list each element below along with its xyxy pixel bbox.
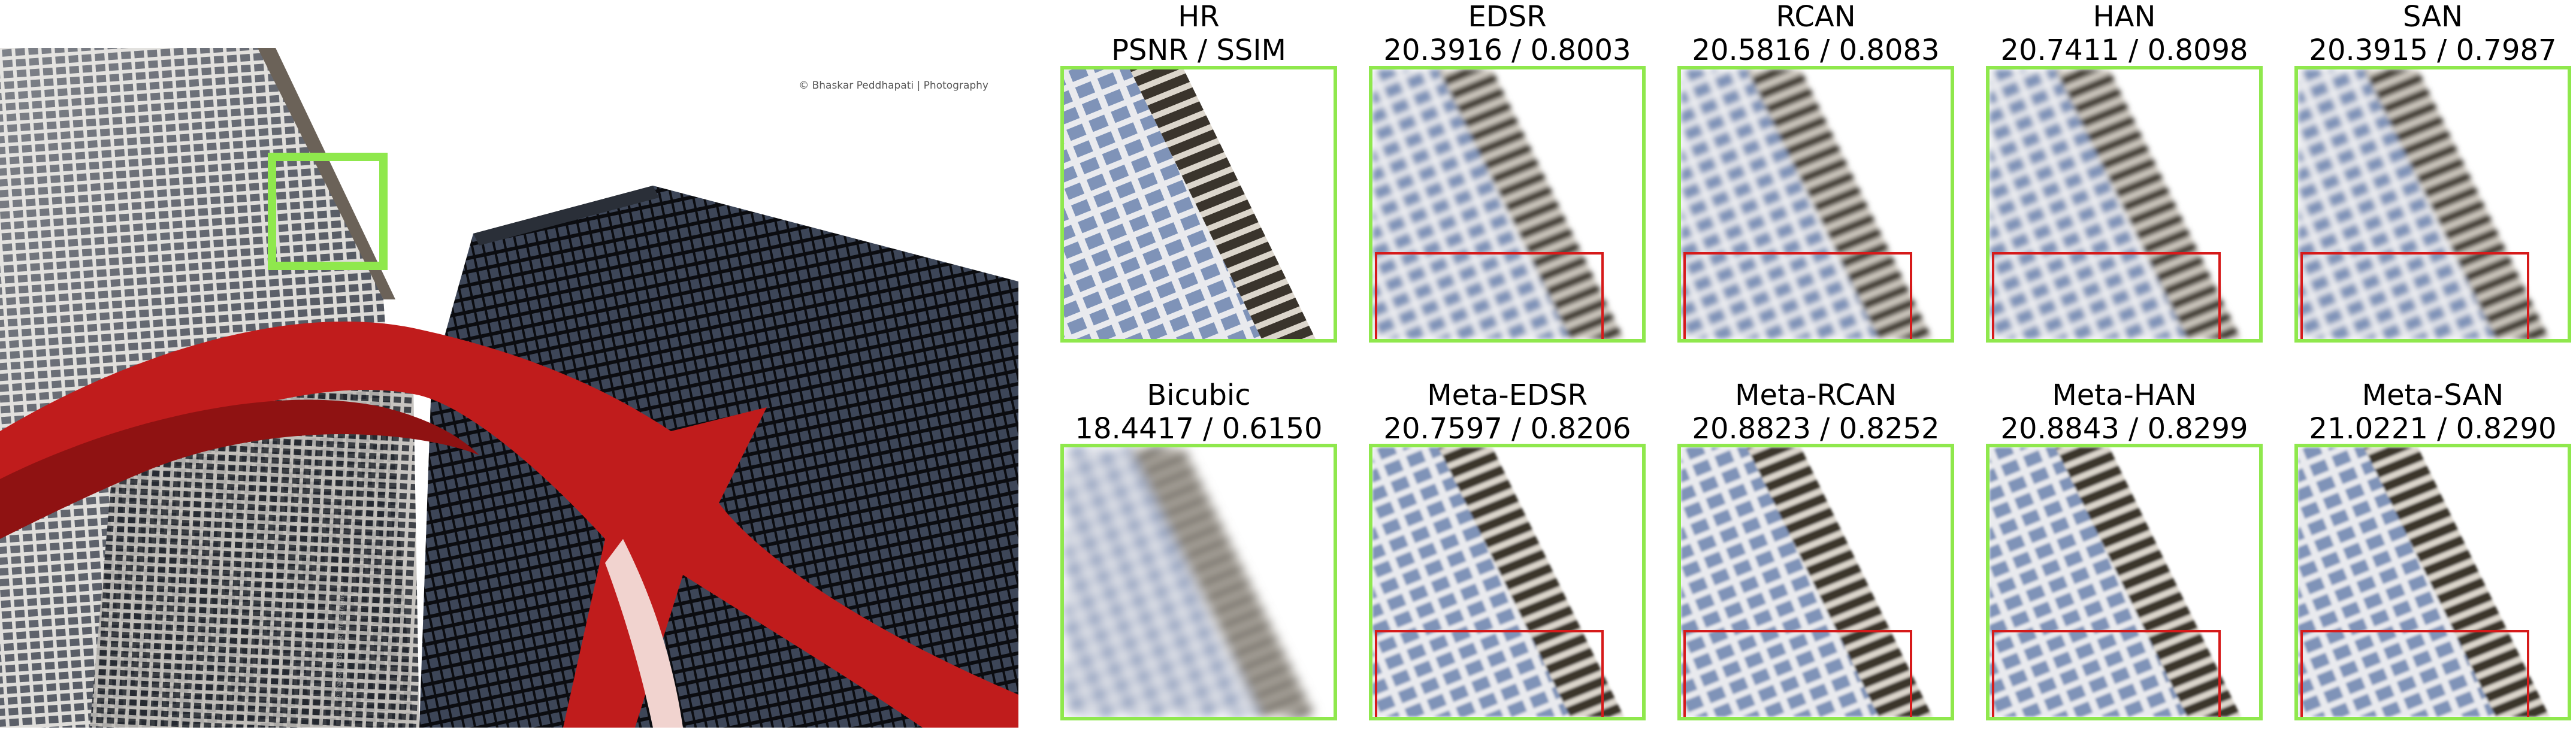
panel-caption: Meta-EDSR 20.7597 / 0.8206 <box>1351 378 1664 446</box>
panel-caption: Meta-SAN 21.0221 / 0.8290 <box>2276 378 2576 446</box>
zoom-crop <box>1369 444 1646 720</box>
crop-image <box>1681 69 1951 339</box>
panel-caption: HR PSNR / SSIM <box>1042 0 1355 67</box>
metric-label: 21.0221 / 0.8290 <box>2309 412 2557 446</box>
crop-image <box>1681 447 1951 717</box>
zoom-crop <box>1677 444 1954 720</box>
crop-image <box>1372 69 1642 339</box>
method-label: Meta-SAN <box>2362 378 2504 412</box>
zoom-crop <box>2294 444 2571 720</box>
panel-bicubic: Bicubic 18.4417 / 0.6150 <box>1060 0 1337 730</box>
crop-image <box>1990 447 2259 717</box>
panel-meta-san: Meta-SAN 21.0221 / 0.8290 <box>2294 0 2571 730</box>
panel-han: HAN 20.7411 / 0.8098 <box>1986 0 2263 730</box>
main-photograph: © Bhaskar Peddhapati | Photography © Bha… <box>0 48 1018 728</box>
panel-caption: Meta-HAN 20.8843 / 0.8299 <box>1968 378 2281 446</box>
zoom-crop <box>1060 66 1337 343</box>
metric-label: 18.4417 / 0.6150 <box>1075 412 1323 446</box>
panel-rcan: RCAN 20.5816 / 0.8083 <box>1677 0 1954 730</box>
panel-meta-edsr: Meta-EDSR 20.7597 / 0.8206 <box>1369 0 1646 730</box>
method-label: Meta-EDSR <box>1427 378 1588 412</box>
photo-credit: © Bhaskar Peddhapati | Photography <box>799 80 988 92</box>
metric-label: 20.8843 / 0.8299 <box>2000 412 2248 446</box>
zoom-crop <box>2294 66 2571 343</box>
metric-label: PSNR / SSIM <box>1111 34 1286 67</box>
zoom-crop <box>1677 66 1954 343</box>
crop-image <box>1990 69 2259 339</box>
zoom-crop <box>1986 66 2263 343</box>
panel-hr: HR PSNR / SSIM <box>1060 0 1337 730</box>
panel-caption: HAN 20.7411 / 0.8098 <box>1968 0 2281 67</box>
panel-caption: EDSR 20.3916 / 0.8003 <box>1351 0 1664 67</box>
metric-label: 20.3915 / 0.7987 <box>2309 34 2557 67</box>
metric-label: 20.8823 / 0.8252 <box>1692 412 1940 446</box>
method-label: Bicubic <box>1147 378 1251 412</box>
panel-caption: RCAN 20.5816 / 0.8083 <box>1659 0 1972 67</box>
panel-caption: Meta-RCAN 20.8823 / 0.8252 <box>1659 378 1972 446</box>
metric-label: 20.5816 / 0.8083 <box>1692 34 1940 67</box>
crop-image <box>2298 447 2568 717</box>
method-label: Meta-HAN <box>2052 378 2197 412</box>
metric-label: 20.7411 / 0.8098 <box>2000 34 2248 67</box>
method-label: HR <box>1178 0 1220 34</box>
zoom-crop <box>1369 66 1646 343</box>
panel-edsr: EDSR 20.3916 / 0.8003 <box>1369 0 1646 730</box>
metric-label: 20.7597 / 0.8206 <box>1383 412 1631 446</box>
zoom-crop <box>1986 444 2263 720</box>
crop-image <box>2298 69 2568 339</box>
crop-image <box>1372 447 1642 717</box>
method-label: SAN <box>2402 0 2463 34</box>
method-label: EDSR <box>1468 0 1547 34</box>
panel-meta-han: Meta-HAN 20.8843 / 0.8299 <box>1986 0 2263 730</box>
crop-image <box>1064 69 1334 339</box>
panel-caption: SAN 20.3915 / 0.7987 <box>2276 0 2576 67</box>
method-label: HAN <box>2093 0 2156 34</box>
crop-image <box>1064 447 1334 717</box>
method-label: RCAN <box>1776 0 1856 34</box>
panel-san: SAN 20.3915 / 0.7987 <box>2294 0 2571 730</box>
zoom-crop <box>1060 444 1337 720</box>
metric-label: 20.3916 / 0.8003 <box>1383 34 1631 67</box>
panel-caption: Bicubic 18.4417 / 0.6150 <box>1042 378 1355 446</box>
method-label: Meta-RCAN <box>1735 378 1897 412</box>
panel-meta-rcan: Meta-RCAN 20.8823 / 0.8252 <box>1677 0 1954 730</box>
